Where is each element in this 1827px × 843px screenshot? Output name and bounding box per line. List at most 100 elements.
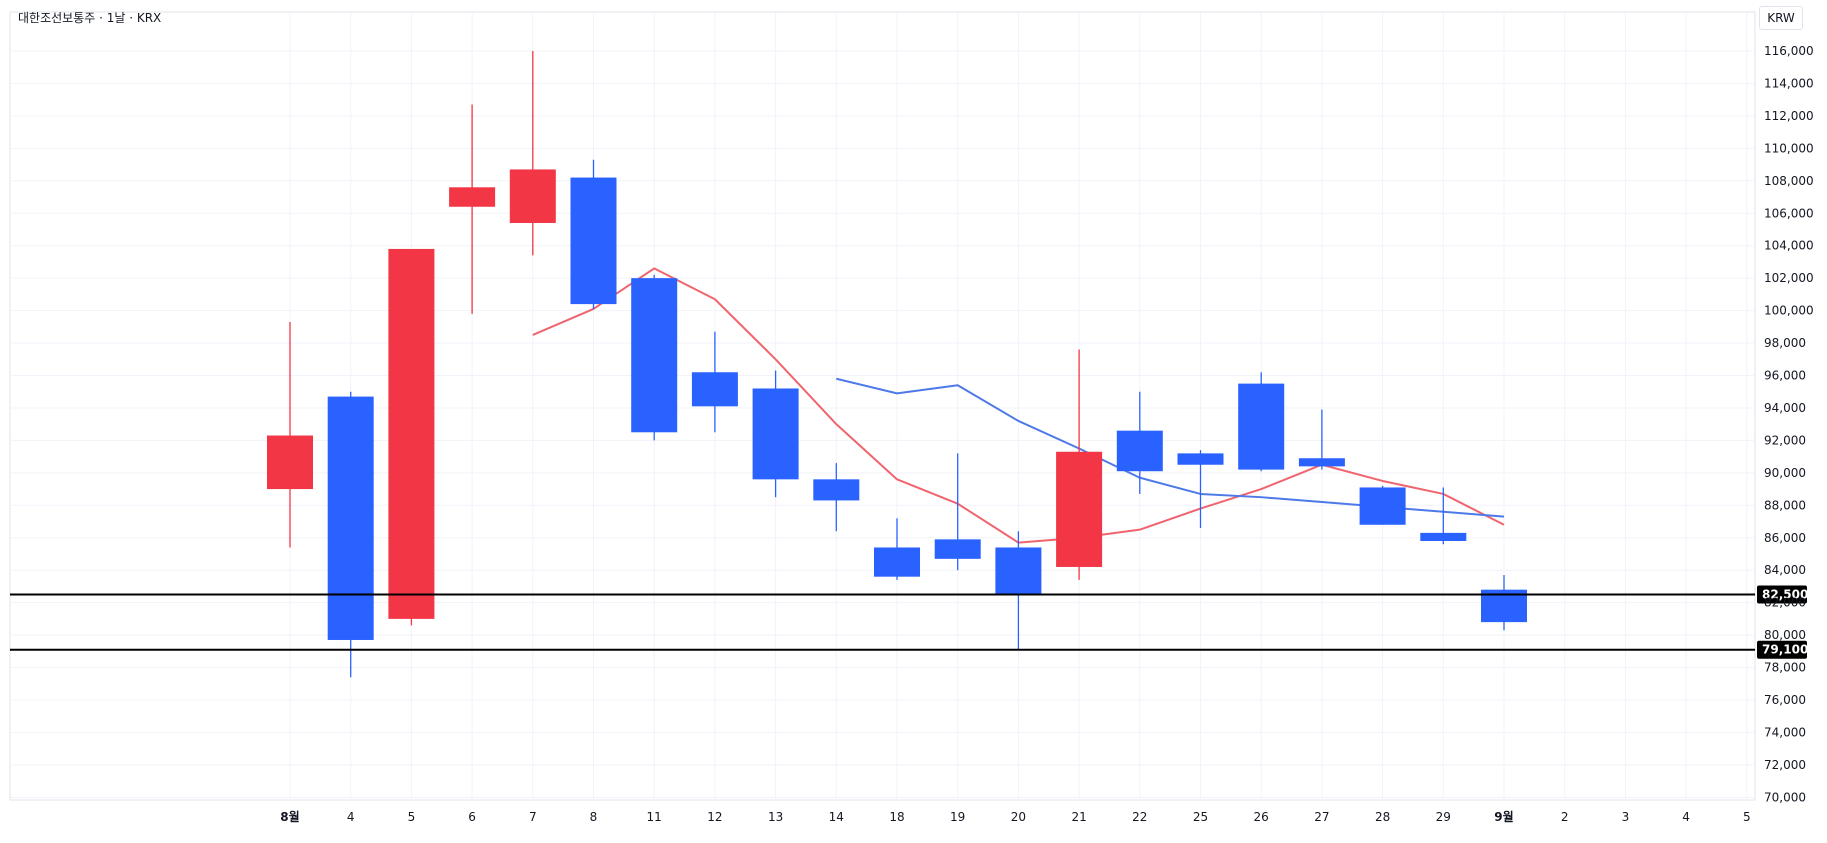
candle[interactable] [1177,450,1224,529]
candle-body [388,248,435,619]
candle-body [570,177,617,305]
candle[interactable] [1056,349,1103,580]
x-tick-label: 2 [1561,810,1569,824]
x-tick-label: 26 [1254,810,1269,824]
candle-body [1359,487,1406,525]
candle-body [813,479,860,501]
x-tick-label: 8 [590,810,598,824]
x-tick-label: 22 [1132,810,1147,824]
candle-body [691,372,738,407]
y-tick-label: 70,000 [1764,790,1806,804]
price-axis[interactable]: 70,000 72,000 74,000 76,000 78,000 80,000 82,0… [1764,44,1814,804]
candle[interactable] [752,370,799,498]
candle-body [267,435,313,490]
time-axis[interactable]: 8월 4 5 6 7 8 11 12 13 14 18 19 20 21 22 25 26 27 28 29 9월 2 3 4… [280,809,1750,824]
candle-body [995,547,1042,595]
candlesticks [267,51,1527,678]
y-tick-label: 78,000 [1764,661,1806,675]
candle[interactable] [1238,372,1285,472]
horizontal-line-price-label: 79,100 [1762,643,1808,657]
candle[interactable] [449,104,496,314]
candle-body [631,278,678,433]
candle[interactable] [267,321,313,548]
horizontal-line[interactable]: 79,100 [10,640,1808,659]
candle[interactable] [691,331,738,433]
y-tick-label: 94,000 [1764,401,1806,415]
candle-body [1116,430,1163,472]
candle-body [509,169,556,223]
candle[interactable] [570,159,617,309]
candle[interactable] [388,248,435,626]
y-tick-label: 98,000 [1764,336,1806,350]
currency-button[interactable]: KRW [1759,6,1803,30]
candle[interactable] [995,531,1042,650]
candle[interactable] [813,463,860,532]
y-tick-label: 84,000 [1764,563,1806,577]
candle-body [1177,453,1224,465]
y-tick-label: 116,000 [1764,44,1814,58]
y-tick-label: 82,000 [1764,596,1806,610]
candle[interactable] [1420,487,1467,545]
y-tick-label: 112,000 [1764,109,1814,123]
y-tick-label: 80,000 [1764,628,1806,642]
candle[interactable] [934,453,981,571]
x-tick-label: 5 [408,810,416,824]
x-tick-label: 6 [468,810,476,824]
horizontal-line[interactable]: 82,500 [10,585,1808,604]
x-tick-label: 14 [829,810,844,824]
horizontal-line-price-tag [1757,585,1807,604]
x-tick-label: 12 [707,810,722,824]
x-tick-label: 5 [1743,810,1751,824]
y-tick-label: 102,000 [1764,271,1814,285]
horizontal-lines[interactable]: 82,500 79,100 [10,585,1808,659]
x-tick-label: 20 [1011,810,1026,824]
candle[interactable] [1359,485,1406,525]
x-tick-label: 21 [1071,810,1086,824]
x-tick-label: 11 [647,810,662,824]
x-tick-label: 28 [1375,810,1390,824]
x-tick-label: 13 [768,810,783,824]
candle[interactable] [1298,409,1345,470]
candle[interactable] [874,518,920,580]
y-tick-label: 100,000 [1764,304,1814,318]
y-tick-label: 76,000 [1764,693,1806,707]
y-tick-label: 72,000 [1764,758,1806,772]
candle-body [874,547,920,577]
x-tick-label: 18 [889,810,904,824]
plot-frame [9,11,1756,801]
candle[interactable] [631,274,678,441]
x-tick-label: 3 [1622,810,1630,824]
y-tick-label: 74,000 [1764,725,1806,739]
symbol-title: 대한조선보통주 · 1날 · KRX [18,11,162,25]
y-tick-label: 90,000 [1764,466,1806,480]
x-tick-label: 27 [1314,810,1329,824]
y-tick-label: 106,000 [1764,206,1814,220]
candle-body [1420,532,1467,541]
candle-body [449,187,496,207]
candle[interactable] [1481,575,1527,631]
candle[interactable] [1116,391,1163,494]
y-tick-label: 88,000 [1764,498,1806,512]
x-tick-label: 9월 [1494,809,1513,824]
horizontal-line-price-label: 82,500 [1762,588,1808,602]
horizontal-line-price-tag [1757,640,1807,659]
candle[interactable] [327,391,374,678]
candle-body [327,396,374,640]
x-tick-label: 7 [529,810,537,824]
x-tick-label: 29 [1436,810,1451,824]
candle[interactable] [509,51,556,256]
y-tick-label: 86,000 [1764,531,1806,545]
candle-body [1238,383,1285,470]
y-tick-label: 96,000 [1764,369,1806,383]
candle-body [1298,458,1345,467]
y-tick-label: 104,000 [1764,239,1814,253]
x-tick-label: 4 [347,810,355,824]
candle-body [752,388,799,480]
x-tick-label: 8월 [280,809,299,824]
y-tick-label: 108,000 [1764,174,1814,188]
x-tick-label: 19 [950,810,965,824]
candle-body [1056,451,1103,567]
candle-body [934,539,981,559]
grid-lines [9,11,1756,801]
